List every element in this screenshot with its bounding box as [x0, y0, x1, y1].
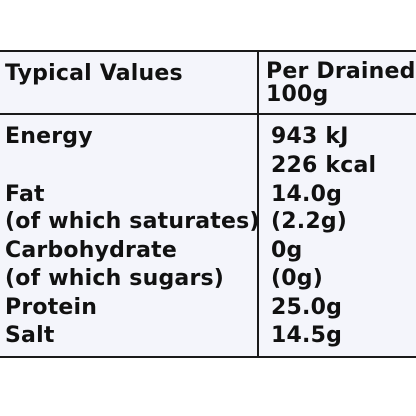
row-energy-kcal-value: 226 kcal: [271, 153, 377, 178]
row-protein-label: Protein: [5, 295, 98, 320]
header-divider-rule: [0, 113, 416, 115]
nutrition-table-panel: [0, 50, 416, 358]
row-carbohydrate-label: Carbohydrate: [5, 238, 177, 263]
table-bottom-rule: [0, 356, 416, 358]
header-per-drained: Per Drained: [266, 59, 416, 84]
table-top-rule: [0, 50, 416, 52]
row-sugars-label: (of which sugars): [5, 266, 225, 291]
row-protein-value: 25.0g: [271, 295, 343, 320]
row-salt-value: 14.5g: [271, 323, 343, 348]
header-100g: 100g: [266, 82, 329, 107]
row-sugars-value: (0g): [271, 266, 323, 291]
row-carbohydrate-value: 0g: [271, 238, 303, 263]
row-saturates-value: (2.2g): [271, 209, 348, 234]
row-saturates-label: (of which saturates): [5, 209, 260, 234]
row-fat-value: 14.0g: [271, 182, 343, 207]
row-energy-label: Energy: [5, 124, 93, 149]
row-fat-label: Fat: [5, 182, 45, 207]
row-salt-label: Salt: [5, 323, 55, 348]
row-energy-kj-value: 943 kJ: [271, 124, 349, 149]
column-divider-rule: [257, 50, 259, 358]
header-typical-values: Typical Values: [5, 61, 183, 86]
